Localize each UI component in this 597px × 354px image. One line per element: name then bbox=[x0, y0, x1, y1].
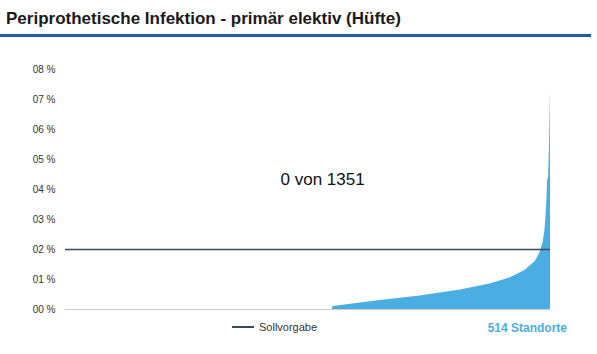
html-text:Sollvorgabe: Sollvorgabe bbox=[259, 321, 318, 333]
svg-text:07 %: 07 % bbox=[33, 94, 56, 105]
svg-text:05 %: 05 % bbox=[33, 154, 56, 165]
svg-text:06 %: 06 % bbox=[33, 124, 56, 135]
svg-text:04 %: 04 % bbox=[33, 184, 56, 195]
svg-text:03 %: 03 % bbox=[33, 214, 56, 225]
svg-text:08 %: 08 % bbox=[33, 64, 56, 75]
svg-text:01 %: 01 % bbox=[33, 274, 56, 285]
svg-text:00 %: 00 % bbox=[33, 304, 56, 315]
svg-text:02 %: 02 % bbox=[33, 244, 56, 255]
svg-text:0 von 1351: 0 von 1351 bbox=[281, 170, 365, 189]
html-text:514 Standorte: 514 Standorte bbox=[487, 321, 567, 335]
html-text:Periprothetische Infektion - p: Periprothetische Infektion - primär elek… bbox=[6, 9, 401, 28]
